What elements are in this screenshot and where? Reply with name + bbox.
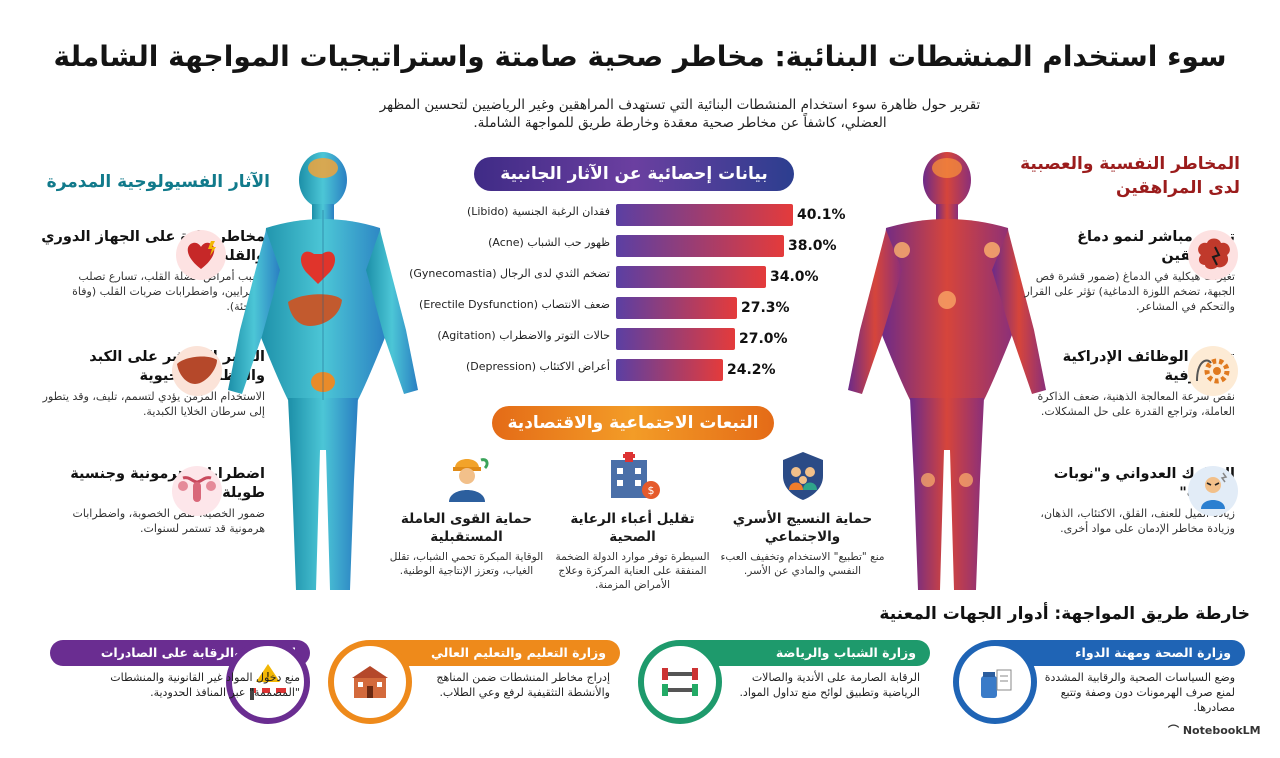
brand-logo-icon: ⌒ xyxy=(1168,724,1183,737)
social-item-workforce: حماية القوى العاملة المستقبلية الوقاية ا… xyxy=(384,450,549,578)
page-title: سوء استخدام المنشطات البنائية: مخاطر صحي… xyxy=(53,40,1227,73)
stat-value: 34.0% xyxy=(770,269,819,285)
stat-track: 38.0% xyxy=(616,235,837,257)
roadmap-card-education: وزارة التعليم والتعليم العالي إدراج مخاط… xyxy=(328,640,620,732)
cognitive-gear-icon xyxy=(1188,346,1238,396)
stat-row: ظهور حب الشباب (Acne) 38.0% xyxy=(418,231,837,262)
hospital-icon: $ xyxy=(610,452,660,499)
card-desc: وضع السياسات الصحية والرقابية المشددة لم… xyxy=(1044,671,1235,714)
svg-text:!: ! xyxy=(266,670,270,683)
physiological-effects-heading: الآثار الفسيولوجية المدمرة xyxy=(46,172,270,192)
stat-track: 40.1% xyxy=(616,204,846,226)
card-title: وزارة التعليم والتعليم العالي xyxy=(360,640,620,666)
medicine-icon xyxy=(953,640,1037,724)
stat-label: فقدان الرغبة الجنسية (Libido) xyxy=(466,205,610,218)
stat-bar xyxy=(616,204,793,226)
social-item-family: حماية النسيج الأسري والاجتماعي منع "تطبي… xyxy=(720,450,885,578)
intro-text: تقرير حول ظاهرة سوء استخدام المنشطات الب… xyxy=(379,97,981,131)
roadmap-card-health: وزارة الصحة ومهنة الدواء وضع السياسات ال… xyxy=(953,640,1245,732)
brand-label: NotebookLM xyxy=(1182,724,1261,737)
social-title: حماية القوى العاملة المستقبلية xyxy=(400,511,533,545)
heart-icon xyxy=(176,230,226,280)
stat-bar xyxy=(616,297,737,319)
neuro-risks-heading: المخاطر النفسية والعصبية لدى المراهقين xyxy=(1020,154,1240,198)
stat-value: 40.1% xyxy=(797,207,846,223)
roadmap-card-youth: وزارة الشباب والرياضة الرقابة الصارمة عل… xyxy=(638,640,930,732)
stat-label: تضخم الثدي لدى الرجال (Gynecomastia) xyxy=(409,267,610,280)
stat-value: 24.2% xyxy=(727,362,776,378)
social-title: تقليل أعباء الرعاية الصحية xyxy=(570,511,695,545)
item-desc: ضمور الخصية، نقص الخصوبة، واضطرابات هرمو… xyxy=(72,507,265,535)
neuro-body-figure xyxy=(848,152,1046,590)
school-icon xyxy=(328,640,412,724)
stat-row: حالات التوتر والاضطراب (Agitation) 27.0% xyxy=(418,324,828,355)
reproductive-icon xyxy=(172,466,222,516)
family-shield-icon xyxy=(782,452,823,500)
stat-row: تضخم الثدي لدى الرجال (Gynecomastia) 34.0… xyxy=(409,262,828,293)
item-desc: زيادة الميل للعنف، القلق، الاكتئاب، الذه… xyxy=(1040,507,1235,535)
angry-person-icon xyxy=(1188,466,1238,516)
right-item-aggression: السلوك العدواني و"نوبات الغضب" زيادة الم… xyxy=(1010,465,1235,536)
item-desc: تغيرات هيكلية في الدماغ (ضمور قشرة فص ال… xyxy=(1024,270,1236,313)
side-effects-bar-chart: فقدان الرغبة الجنسية (Libido) 40.1% ظهور ح… xyxy=(409,200,846,386)
stat-label: حالات التوتر والاضطراب (Agitation) xyxy=(437,329,610,342)
stat-track: 27.3% xyxy=(616,297,828,319)
item-desc: الاستخدام المزمن يؤدي لتسمم، تليف، وقد ي… xyxy=(42,390,265,418)
border-barrier-icon: ! xyxy=(226,640,310,724)
dumbbell-icon xyxy=(638,640,722,724)
roadmap-card-customs: الجمارك والرقابة على الصادرات ! منع دخول… xyxy=(20,640,310,732)
stat-row: فقدان الرغبة الجنسية (Libido) 40.1% xyxy=(418,200,846,231)
item-desc: نقص سرعة المعالجة الذهنية، ضعف الذاكرة ا… xyxy=(1037,390,1235,418)
stat-track: 24.2% xyxy=(616,359,828,381)
svg-text:$: $ xyxy=(647,484,654,497)
social-desc: الوقاية المبكرة تحمي الشباب، تقلل الغياب… xyxy=(389,551,544,577)
social-desc: منع "تطبيع" الاستخدام وتخفيف العبء النفس… xyxy=(720,551,885,577)
stat-value: 27.3% xyxy=(741,300,790,316)
stat-value: 38.0% xyxy=(788,238,837,254)
social-desc: السيطرة توفر موارد الدولة الضخمة المنفقة… xyxy=(555,551,710,591)
card-desc: الرقابة الصارمة على الأندية والصالات الر… xyxy=(739,671,920,699)
liver-icon xyxy=(172,346,222,396)
stat-value: 27.0% xyxy=(739,331,788,347)
brain-icon xyxy=(1188,230,1238,280)
roadmap-heading: خارطة طريق المواجهة: أدوار الجهات المعني… xyxy=(879,604,1250,624)
stat-track: 34.0% xyxy=(616,266,828,288)
stat-bar xyxy=(616,235,784,257)
stat-track: 27.0% xyxy=(616,328,828,350)
stat-bar xyxy=(616,266,766,288)
stat-bar xyxy=(616,328,735,350)
card-desc: منع دخول المواد غير القانونية والمنشطات … xyxy=(110,671,300,699)
stat-label: أعراض الاكتئاب (Depression) xyxy=(465,360,610,373)
stats-heading-pill: بيانات إحصائية عن الآثار الجانبية xyxy=(474,157,794,191)
stat-row: ضعف الانتصاب (Erectile Dysfunction) 27.3% xyxy=(418,293,828,324)
social-item-healthcare: $ تقليل أعباء الرعاية الصحية السيطرة توف… xyxy=(550,450,715,592)
card-desc: إدراج مخاطر المنشطات ضمن المناهج والأنشط… xyxy=(436,671,610,699)
stat-row: أعراض الاكتئاب (Depression) 24.2% xyxy=(418,355,828,386)
social-title: حماية النسيج الأسري والاجتماعي xyxy=(732,511,873,545)
stat-bar xyxy=(616,359,723,381)
stat-label: ضعف الانتصاب (Erectile Dysfunction) xyxy=(419,298,610,311)
notebooklm-brand: ⌒ NotebookLM xyxy=(1168,722,1261,738)
social-heading-pill: التبعات الاجتماعية والاقتصادية xyxy=(492,406,774,440)
stat-label: ظهور حب الشباب (Acne) xyxy=(488,236,610,249)
physiology-body-figure xyxy=(228,152,418,590)
worker-icon xyxy=(448,458,489,502)
